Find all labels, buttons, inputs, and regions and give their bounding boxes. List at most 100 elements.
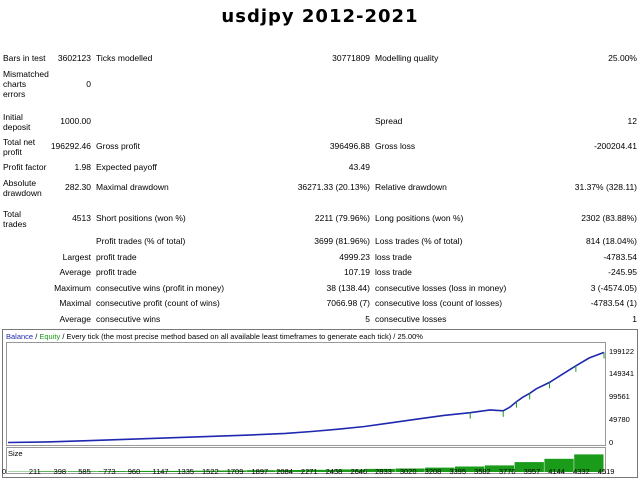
maximal-profit-value: 7066.98 (7)	[326, 298, 370, 308]
abs-drawdown-label: Absolute drawdown	[3, 178, 42, 198]
largest-loss-label: loss trade	[375, 252, 412, 262]
quality-label: Modelling quality	[375, 53, 439, 63]
profit-factor-label: Profit factor	[3, 162, 47, 172]
x-tick-label: 3395	[449, 467, 467, 476]
size-bar	[425, 467, 455, 472]
size-bar	[395, 468, 425, 472]
x-tick-label: 4332	[573, 467, 590, 476]
deposit-value: 1000.00	[60, 116, 91, 126]
x-tick-label: 773	[103, 467, 116, 476]
y-tick-label: 199122	[609, 346, 635, 356]
max-drawdown-label: Maximal drawdown	[96, 182, 169, 192]
legend-separator: /	[33, 332, 40, 341]
max-losses-value: 3 (-4574.05)	[590, 283, 637, 293]
x-tick-label: 0	[2, 467, 7, 476]
size-bar	[544, 458, 574, 472]
average-loss-label: loss trade	[375, 267, 412, 277]
max-drawdown-value: 36271.33 (20.13%)	[297, 182, 370, 192]
quality-value: 25.00%	[608, 53, 637, 63]
balance-chart-panel: Balance / Equity / Every tick (the most …	[2, 329, 638, 478]
largest-profit-label: profit trade	[96, 252, 137, 262]
abs-drawdown-value: 282.30	[65, 182, 91, 192]
avg-consec-wins-value: 5	[365, 314, 370, 324]
mismatched-label: Mismatched charts errors	[3, 69, 49, 99]
x-tick-label: 211	[28, 467, 41, 476]
y-tick-label: 0	[609, 438, 614, 447]
size-plot-area	[6, 447, 606, 474]
size-bar	[246, 470, 276, 472]
y-tick-label: 149341	[609, 369, 635, 379]
average-consec-label: Average	[59, 314, 91, 324]
x-tick-label: 3020	[399, 467, 417, 476]
ticks-label: Ticks modelled	[96, 53, 153, 63]
size-label: Size	[8, 449, 23, 458]
chart-legend: Balance / Equity / Every tick (the most …	[6, 332, 423, 341]
long-positions-value: 2302 (83.88%)	[581, 213, 637, 223]
mismatched-value: 0	[86, 79, 91, 89]
balance-plot-area	[6, 342, 606, 446]
x-tick-label: 2833	[375, 467, 392, 476]
max-wins-label: consecutive wins (profit in money)	[96, 283, 225, 293]
largest-loss-value: -4783.54	[603, 252, 637, 262]
max-losses-label: consecutive losses (loss in money)	[375, 283, 507, 293]
size-bar	[127, 470, 157, 472]
total-trades-value: 4513	[72, 213, 91, 223]
report-title: usdjpy 2012-2021	[221, 6, 419, 27]
size-bar	[365, 468, 395, 472]
avg-consec-losses-label: consecutive losses	[375, 314, 447, 324]
y-tick-label: 49780	[609, 415, 630, 425]
long-positions-label: Long positions (won %)	[375, 213, 464, 223]
spread-label: Spread	[375, 116, 403, 126]
size-plot-svg	[8, 454, 604, 472]
max-wins-value: 38 (138.44)	[326, 283, 370, 293]
spread-value: 12	[627, 116, 637, 126]
size-bar	[186, 470, 217, 472]
x-tick-label: 2271	[300, 467, 318, 476]
size-bar	[157, 470, 187, 472]
rel-drawdown-value: 31.37% (328.11)	[574, 182, 637, 192]
size-bar	[97, 471, 127, 472]
x-tick-label: 1709	[226, 467, 244, 476]
largest-label: Largest	[62, 252, 91, 262]
bars-label: Bars in test	[3, 53, 46, 63]
x-tick-label: 4144	[548, 467, 565, 476]
x-tick-label: 4519	[597, 467, 615, 476]
balance-series-line	[7, 351, 605, 444]
x-tick-label: 3957	[523, 467, 541, 476]
x-tick-label: 3770	[498, 467, 516, 476]
legend-description: / Every tick (the most precise method ba…	[60, 332, 423, 341]
short-positions-value: 2211 (79.96%)	[314, 213, 370, 223]
x-tick-label: 2084	[276, 467, 293, 476]
bars-value: 3602123	[57, 53, 91, 63]
x-tick-label: 1522	[201, 467, 219, 476]
x-tick-label: 398	[53, 467, 67, 476]
profit-trades-value: 3699 (81.96%)	[314, 236, 370, 246]
expected-payoff-value: 43.49	[348, 162, 370, 172]
rel-drawdown-label: Relative drawdown	[375, 182, 447, 192]
average-profit-label: profit trade	[96, 267, 137, 277]
maximal-loss-value: -4783.54 (1)	[590, 298, 637, 308]
average-profit-value: 107.19	[344, 267, 370, 277]
avg-consec-wins-label: consecutive wins	[96, 314, 161, 324]
gross-loss-value: -200204.41	[593, 141, 637, 151]
maximal-profit-label: consecutive profit (count of wins)	[96, 298, 220, 308]
size-bar	[37, 471, 68, 472]
legend-equity: Equity	[39, 332, 61, 341]
avg-consec-losses-value: 1	[632, 314, 637, 324]
net-profit-label: Total net profit	[3, 137, 36, 157]
x-tick-label: 3208	[424, 467, 442, 476]
x-tick-label: 960	[127, 467, 141, 476]
loss-trades-label: Loss trades (% of total)	[375, 236, 463, 246]
profit-trades-label: Profit trades (% of total)	[96, 236, 186, 246]
ticks-value: 30771809	[332, 53, 370, 63]
x-tick-label: 585	[78, 467, 91, 476]
size-bar	[306, 469, 336, 472]
size-bar	[216, 470, 246, 472]
size-bar	[335, 469, 366, 472]
profit-factor-value: 1.98	[74, 162, 91, 172]
x-tick-label: 1335	[177, 467, 194, 476]
balance-plot-svg	[7, 351, 605, 444]
gross-profit-label: Gross profit	[96, 141, 140, 151]
size-bar	[67, 471, 97, 472]
y-tick-label: 99561	[609, 392, 630, 402]
